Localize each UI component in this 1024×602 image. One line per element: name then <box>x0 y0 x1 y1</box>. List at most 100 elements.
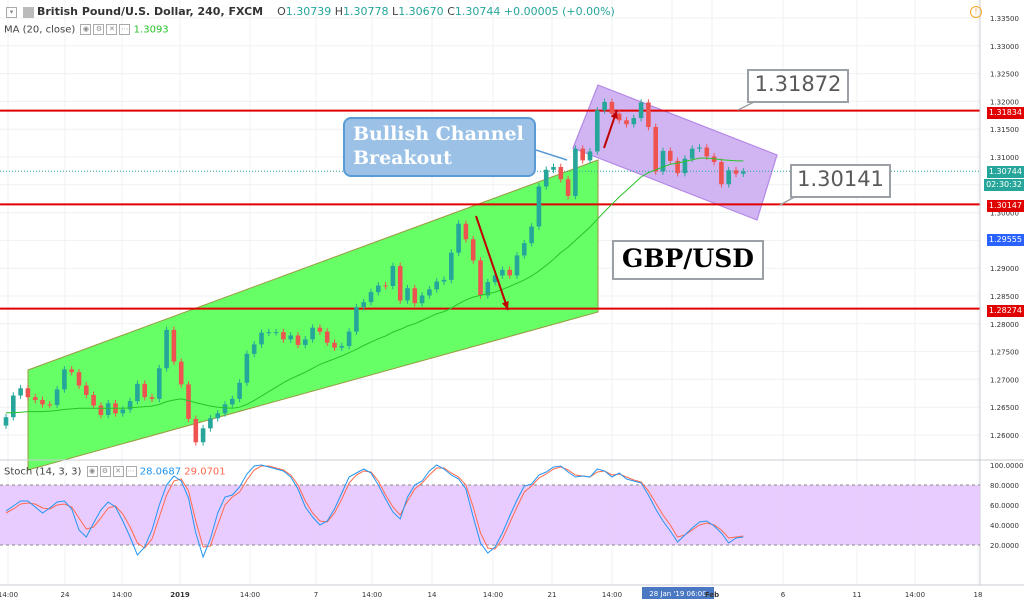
time-tick-label: 14 <box>428 591 437 599</box>
stoch-eye-icon[interactable]: ◉ <box>86 466 98 477</box>
price-tag-current: 1.30744 <box>986 166 1024 178</box>
candle <box>339 342 345 352</box>
price-tag-blue: 1.29555 <box>986 234 1024 246</box>
stoch-tick-label: 20.0000 <box>990 542 1019 550</box>
candle <box>631 114 637 128</box>
candle-body <box>441 279 447 282</box>
candle-body <box>507 269 512 276</box>
stoch-tick-label: 80.0000 <box>990 482 1019 490</box>
candle <box>624 116 629 128</box>
candle-body <box>69 369 74 373</box>
candle <box>558 163 564 183</box>
candle-body <box>157 368 162 399</box>
candle-body <box>259 332 264 345</box>
candle-body <box>726 170 731 185</box>
candle-body <box>62 369 67 390</box>
candle <box>397 262 403 304</box>
open-label: O <box>277 5 286 18</box>
candle <box>741 168 746 178</box>
candle <box>149 393 155 403</box>
time-tick-label: 14:00 <box>905 591 925 599</box>
candle <box>317 324 323 335</box>
time-tick-label: 7 <box>314 591 318 599</box>
candle <box>368 288 374 306</box>
candle-body <box>668 150 673 161</box>
price-tick-label: 1.33000 <box>990 43 1019 51</box>
candle-body <box>675 160 680 174</box>
candle <box>98 402 104 419</box>
time-tick-label: 14:00 <box>483 591 503 599</box>
stoch-legend: Stoch (14, 3, 3) ◉ ⚙ ✕ ⋯ 28.0687 29.0701 <box>4 466 226 478</box>
more-icon[interactable]: ⋯ <box>119 24 131 35</box>
candle-body <box>616 113 622 121</box>
alert-icon[interactable]: ! <box>970 6 982 18</box>
time-tick-label: 11 <box>853 591 862 599</box>
ma-legend: MA (20, close) ◉ ⚙ ✕ ⋯ 1.3093 <box>4 24 169 36</box>
candle <box>507 266 512 279</box>
stoch-label: Stoch (14, 3, 3) <box>4 466 82 478</box>
candle-body <box>135 383 140 402</box>
price-tick-label: 1.31500 <box>990 126 1019 134</box>
candle <box>543 166 549 190</box>
high-value: 1.30778 <box>343 5 389 18</box>
time-tick-label: 14:00 <box>0 591 18 599</box>
ma-line <box>6 157 744 414</box>
pair-label: GBP/USD <box>612 240 764 280</box>
candle <box>653 123 658 175</box>
candle-body <box>11 395 16 418</box>
settings-icon[interactable]: ⚙ <box>93 24 105 35</box>
candle-body <box>32 397 38 400</box>
candle <box>449 249 454 284</box>
candle <box>69 366 74 376</box>
stoch-settings-icon[interactable]: ⚙ <box>99 466 111 477</box>
candle <box>573 145 578 200</box>
close-icon[interactable]: ✕ <box>106 24 118 35</box>
time-tick-label: 6 <box>781 591 786 599</box>
candle <box>157 364 162 403</box>
eye-icon[interactable]: ◉ <box>80 24 92 35</box>
stoch-close-icon[interactable]: ✕ <box>112 466 124 477</box>
candle <box>405 284 410 304</box>
candle-body <box>164 329 169 369</box>
price-tick-label: 1.32000 <box>990 98 1019 106</box>
candle-body <box>266 332 272 334</box>
candle-body <box>456 223 461 253</box>
candle-body <box>543 169 549 187</box>
candle-body <box>485 282 491 296</box>
candle <box>463 220 469 243</box>
high-label: H <box>334 5 344 18</box>
candle-body <box>273 332 279 334</box>
candle-body <box>361 302 366 308</box>
candle-body <box>40 399 45 405</box>
stoch-more-icon[interactable]: ⋯ <box>125 466 137 477</box>
candle-body <box>573 148 578 196</box>
candle-body <box>529 226 534 244</box>
stoch-k-line <box>5 464 744 559</box>
candle-body <box>514 255 520 276</box>
ma-value: 1.3093 <box>133 24 169 36</box>
bullish-channel <box>27 159 599 471</box>
candle <box>478 257 483 299</box>
candle-body <box>91 394 96 406</box>
candle-body <box>536 186 542 227</box>
candle-body <box>171 329 177 362</box>
candle <box>142 380 147 401</box>
price-tick-label: 1.27500 <box>990 349 1019 357</box>
candle <box>105 399 111 419</box>
candle-body <box>741 171 746 174</box>
candle-body <box>427 289 432 296</box>
candle-body <box>580 148 585 161</box>
candle <box>164 326 169 372</box>
candle <box>602 98 607 114</box>
candle <box>726 167 731 188</box>
candle <box>237 379 242 403</box>
candle <box>186 381 191 423</box>
collapse-icon[interactable]: ▾ <box>6 6 17 18</box>
price-tag-r1: 1.31834 <box>986 107 1024 119</box>
candle-body <box>339 346 345 348</box>
candle <box>346 328 352 350</box>
time-tick-label: 14:00 <box>362 591 382 599</box>
price-tag-r2: 1.30147 <box>986 200 1024 212</box>
candle-body <box>76 372 82 386</box>
candle <box>434 278 439 293</box>
